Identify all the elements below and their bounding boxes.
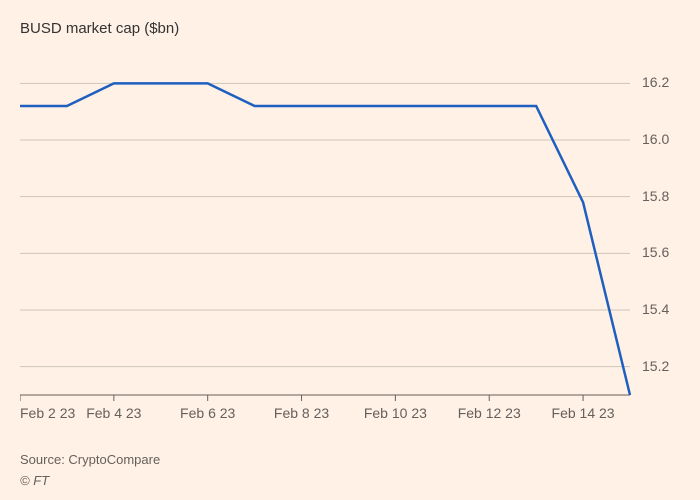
x-axis-label: Feb 12 23 bbox=[458, 395, 521, 421]
x-axis-label: Feb 10 23 bbox=[364, 395, 427, 421]
y-axis-label: 15.2 bbox=[630, 358, 669, 374]
chart-svg bbox=[20, 55, 680, 415]
plot-area: 15.215.415.615.816.016.2 Feb 2 23Feb 4 2… bbox=[20, 55, 680, 415]
x-axis-label: Feb 14 23 bbox=[552, 395, 615, 421]
copyright-text: © FT bbox=[20, 473, 160, 488]
y-axis-label: 16.0 bbox=[630, 131, 669, 147]
x-axis-label: Feb 2 23 bbox=[20, 395, 75, 421]
data-series-line bbox=[20, 83, 630, 395]
x-axis-label: Feb 6 23 bbox=[180, 395, 235, 421]
x-axis-label: Feb 8 23 bbox=[274, 395, 329, 421]
source-text: Source: CryptoCompare bbox=[20, 452, 160, 467]
x-axis-label: Feb 4 23 bbox=[86, 395, 141, 421]
chart-subtitle: BUSD market cap ($bn) bbox=[20, 20, 680, 37]
y-axis-label: 15.4 bbox=[630, 301, 669, 317]
y-axis-label: 15.6 bbox=[630, 244, 669, 260]
y-axis-label: 15.8 bbox=[630, 188, 669, 204]
y-axis-label: 16.2 bbox=[630, 74, 669, 90]
